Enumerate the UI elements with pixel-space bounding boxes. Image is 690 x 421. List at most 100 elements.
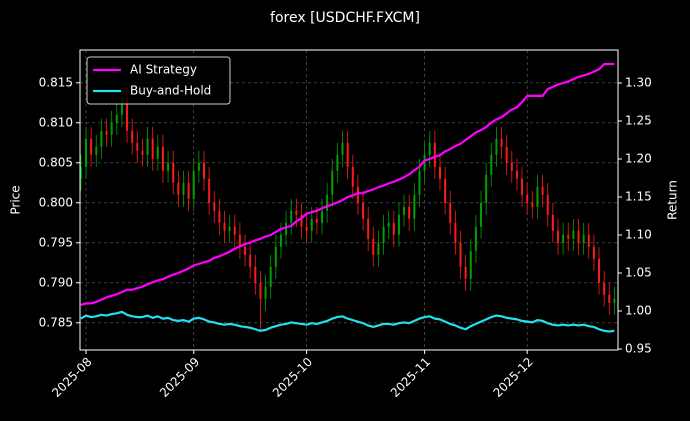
candle-body (505, 146, 508, 163)
candle-body (331, 170, 334, 195)
candle-body (526, 194, 529, 203)
candle-body (423, 154, 426, 171)
candle-body (177, 182, 180, 195)
candle-body (172, 162, 175, 183)
candle-body (572, 230, 575, 239)
candle-body (110, 122, 113, 135)
y2-tick-label: 1.20 (625, 151, 652, 165)
candle-body (582, 234, 585, 243)
chart-title: forex [USDCHF.FXCM] (270, 10, 420, 26)
candle-body (182, 182, 185, 195)
candle-body (274, 246, 277, 267)
candle-body (408, 206, 411, 219)
x-tick-label: 2025-08 (49, 355, 94, 400)
y2-tick-label: 0.95 (625, 342, 652, 356)
candle-body (269, 266, 272, 287)
candle-body (156, 146, 159, 159)
candle-body (290, 210, 293, 223)
candle-body (249, 254, 252, 267)
candle-body (382, 226, 385, 243)
candle-body (300, 214, 303, 227)
candle-body (464, 266, 467, 279)
candle-body (151, 138, 154, 159)
y-tick-label: 0.815 (39, 75, 73, 89)
candle-body (603, 282, 606, 295)
candle-body (120, 98, 123, 115)
candle-body (377, 242, 380, 255)
candle-body (79, 166, 82, 179)
candle-body (167, 162, 170, 171)
candle-body (90, 138, 93, 155)
candle-body (146, 138, 149, 155)
candle-body (95, 146, 98, 155)
candle-body (279, 234, 282, 247)
candle-body (233, 226, 236, 235)
candle-body (598, 258, 601, 283)
candle-body (433, 142, 436, 167)
y2-tick-label: 1.25 (625, 113, 652, 127)
candle-body (485, 174, 488, 203)
candle-body (392, 222, 395, 235)
legend: AI Strategy Buy-and-Hold (86, 56, 231, 105)
candle-body (444, 178, 447, 203)
y-tick-label: 0.810 (39, 115, 73, 129)
candle-body (577, 230, 580, 243)
candle-body (587, 234, 590, 247)
candle-body (264, 286, 267, 299)
candle-body (197, 162, 200, 171)
candle-body (510, 162, 513, 171)
candle-body (115, 114, 118, 123)
candle-body (413, 194, 416, 219)
x-tick-label: 2025-09 (157, 355, 202, 400)
candle-body (341, 142, 344, 155)
y-tick-label: 0.805 (39, 155, 73, 169)
candle-body (295, 210, 298, 215)
candle-body (490, 154, 493, 175)
y-tick-label: 0.795 (39, 235, 73, 249)
candle-body (515, 170, 518, 179)
candle-body (136, 142, 139, 151)
candle-body (495, 138, 498, 155)
candle-body (351, 166, 354, 187)
candle-body (546, 194, 549, 215)
candle-body (126, 98, 129, 131)
y2-tick-label: 1.00 (625, 304, 652, 318)
candle-body (551, 214, 554, 231)
candle-body (521, 178, 524, 195)
candle-body (536, 186, 539, 207)
legend-box (86, 56, 231, 105)
candle-body (161, 146, 164, 171)
y-tick-label: 0.785 (39, 315, 73, 329)
candle-body (285, 222, 288, 235)
y-tick-label: 0.790 (39, 275, 73, 289)
candle-body (454, 222, 457, 243)
series-line (80, 62, 615, 306)
x-tick-label: 2025-12 (490, 355, 535, 400)
candle-body (362, 202, 365, 219)
candle-body (387, 222, 390, 227)
y-tick-label: 0.800 (39, 195, 73, 209)
candle-body (213, 202, 216, 211)
y-axis-label: Price (9, 185, 23, 214)
candle-body (320, 210, 323, 223)
candle-body (259, 282, 262, 299)
candle-body (397, 214, 400, 235)
candle-body (192, 170, 195, 199)
candle-body (592, 246, 595, 259)
candle-body (105, 130, 108, 135)
legend-label: AI Strategy (130, 63, 197, 77)
candle-body (372, 238, 375, 255)
candle-body (567, 234, 570, 239)
candle-body (244, 246, 247, 255)
x-tick-label: 2025-11 (388, 355, 433, 400)
candle-body (305, 226, 308, 231)
plot-marks (79, 62, 616, 333)
candle-body (218, 210, 221, 223)
candle-body (208, 178, 211, 203)
candle-body (336, 154, 339, 171)
candle-body (480, 202, 483, 227)
candle-body (85, 138, 88, 167)
candle-body (438, 166, 441, 179)
candle-body (367, 218, 370, 239)
